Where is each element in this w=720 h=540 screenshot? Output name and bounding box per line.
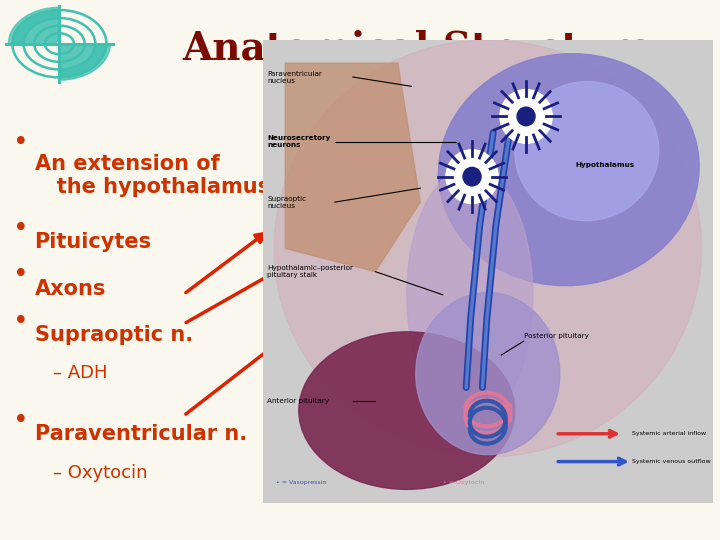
Text: Systemic venous outflow: Systemic venous outflow — [632, 459, 711, 464]
Text: •: • — [13, 130, 29, 156]
Text: • = Vasopressin: • = Vasopressin — [276, 480, 327, 485]
Text: – Oxytocin: – Oxytocin — [53, 464, 147, 482]
Text: Hypothalamic–posterior
pituitary stalk: Hypothalamic–posterior pituitary stalk — [267, 265, 354, 278]
Text: Supraoptic
nucleus: Supraoptic nucleus — [267, 195, 307, 208]
Text: •: • — [13, 262, 29, 288]
Circle shape — [517, 107, 535, 126]
Text: Axons: Axons — [35, 279, 106, 299]
Text: •: • — [13, 217, 29, 242]
Text: • = Oxytocin: • = Oxytocin — [443, 480, 484, 485]
Wedge shape — [59, 44, 96, 70]
Wedge shape — [12, 10, 60, 44]
Text: Pituicytes: Pituicytes — [35, 232, 152, 252]
Ellipse shape — [407, 167, 533, 422]
Ellipse shape — [299, 332, 515, 489]
Wedge shape — [59, 44, 85, 62]
Wedge shape — [9, 7, 60, 44]
Text: Hypothalamus: Hypothalamus — [575, 162, 634, 168]
Ellipse shape — [515, 82, 659, 221]
Ellipse shape — [438, 53, 699, 286]
Wedge shape — [59, 44, 110, 80]
Text: •: • — [13, 408, 29, 434]
Text: Neurosecretory
neurons: Neurosecretory neurons — [267, 136, 330, 148]
Wedge shape — [60, 44, 74, 54]
Circle shape — [500, 90, 552, 143]
Wedge shape — [60, 44, 74, 55]
Text: Anatomical Structure: Anatomical Structure — [182, 30, 653, 68]
Wedge shape — [23, 18, 60, 44]
Wedge shape — [24, 18, 60, 44]
Text: An extension of
   the hypothalamus: An extension of the hypothalamus — [35, 154, 270, 197]
Text: Paraventricular
nucleus: Paraventricular nucleus — [267, 71, 322, 84]
Ellipse shape — [416, 293, 560, 455]
Text: Supraoptic n.: Supraoptic n. — [35, 325, 193, 345]
Text: Systemic arterial inflow: Systemic arterial inflow — [632, 431, 706, 436]
Wedge shape — [59, 44, 107, 77]
Polygon shape — [285, 63, 420, 272]
Text: Paraventricular n.: Paraventricular n. — [35, 424, 247, 444]
Text: •: • — [13, 309, 29, 335]
Wedge shape — [59, 44, 95, 70]
Text: Anterior pituitary: Anterior pituitary — [267, 399, 330, 404]
Circle shape — [463, 167, 481, 186]
Text: – ADH: – ADH — [53, 364, 107, 382]
Wedge shape — [45, 33, 60, 44]
Wedge shape — [34, 26, 60, 44]
Text: Posterior pituitary: Posterior pituitary — [523, 334, 589, 340]
Wedge shape — [45, 33, 60, 44]
Circle shape — [446, 150, 498, 204]
Wedge shape — [59, 44, 85, 62]
Ellipse shape — [274, 40, 701, 457]
Wedge shape — [34, 25, 60, 44]
